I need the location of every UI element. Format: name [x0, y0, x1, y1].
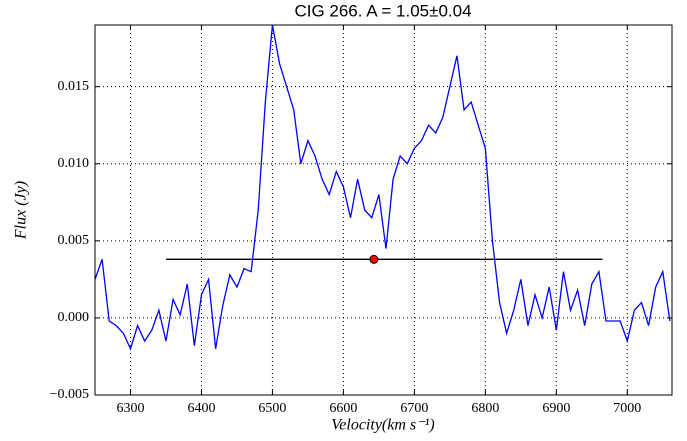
x-tick-label: 7000	[613, 401, 641, 416]
x-tick-label: 6500	[258, 401, 286, 416]
y-tick-label: 0.015	[58, 79, 90, 94]
y-tick-label: 0.005	[58, 233, 90, 248]
x-tick-label: 6600	[329, 401, 357, 416]
x-tick-label: 6300	[116, 401, 144, 416]
plot-frame	[94, 24, 673, 396]
y-axis-label: Flux (Jy)	[13, 181, 30, 240]
y-tick-label: −0.005	[50, 387, 89, 402]
x-axis-label: Velocity(km s⁻¹)	[331, 417, 434, 434]
x-tick-label: 6900	[542, 401, 570, 416]
x-tick-label: 6700	[400, 401, 428, 416]
y-tick-label: 0.000	[58, 310, 90, 325]
spectrum-line	[95, 25, 671, 351]
chart-title: CIG 266. A = 1.05±0.04	[294, 1, 471, 20]
x-tick-label: 6800	[471, 401, 499, 416]
x-tick-label: 6400	[187, 401, 215, 416]
marker-point	[369, 254, 379, 264]
y-tick-label: 0.010	[58, 156, 90, 171]
